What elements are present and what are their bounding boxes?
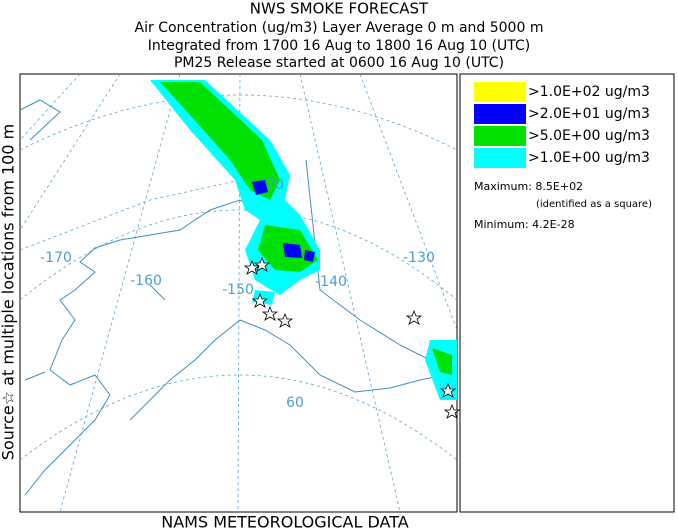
graticule [19, 73, 458, 513]
title: NWS SMOKE FORECAST [250, 0, 429, 18]
map: -170 -160 -150 -140 -130 70 60 [19, 73, 461, 513]
legend-swatch [474, 126, 526, 146]
legend: Maximum: 8.5E+02 (identified as a square… [459, 73, 675, 513]
legend-label: >2.0E+01 ug/m3 [528, 106, 650, 122]
subtitle: Integrated from 1700 16 Aug to 1800 16 A… [148, 38, 531, 54]
source-label: Source☆ at multiple locations from 100 m [0, 124, 18, 460]
source-markers [243, 256, 461, 419]
legend-swatch [474, 148, 526, 168]
subtitle: PM25 Release started at 0600 16 Aug 10 (… [174, 55, 504, 71]
latitude-label: 60 [286, 395, 304, 411]
legend-swatch [474, 104, 526, 124]
longitude-label: -150 [222, 282, 254, 298]
footer: NAMS METEOROLOGICAL DATA [161, 513, 409, 532]
maximum: Maximum: 8.5E+02 [474, 180, 583, 193]
longitude-label: -170 [40, 250, 72, 266]
longitude-label: -130 [403, 250, 435, 266]
minimum: Minimum: 4.2E-28 [474, 218, 575, 231]
latitude-label: 70 [266, 177, 284, 193]
legend-label: >1.0E+00 ug/m3 [528, 150, 650, 166]
longitude-label: -160 [130, 273, 162, 289]
legend-label: >5.0E+00 ug/m3 [528, 128, 650, 144]
maximum-note: (identified as a square) [536, 199, 652, 210]
legend-swatch [474, 82, 526, 102]
subtitle: Air Concentration (ug/m3) Layer Average … [135, 20, 544, 36]
legend-frame [459, 73, 675, 513]
legend-label: >1.0E+02 ug/m3 [528, 84, 650, 100]
longitude-label: -140 [315, 274, 347, 290]
